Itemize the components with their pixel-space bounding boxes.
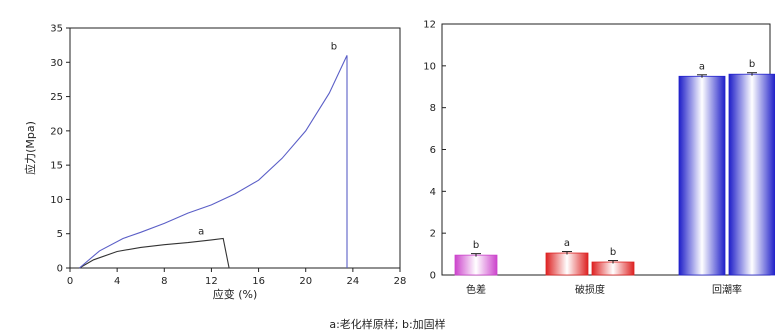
bar-y-tick-label: 12 (423, 20, 436, 31)
y-axis-label: 应力(Mpa) (23, 121, 37, 175)
category-label: 破损度 (575, 283, 605, 296)
bar-y-tick-label: 0 (430, 271, 436, 282)
x-tick-label: 0 (67, 276, 73, 287)
bar-label: b (610, 247, 616, 258)
x-tick-label: 12 (205, 276, 218, 287)
x-tick-label: 4 (114, 276, 120, 287)
x-tick-label: 20 (299, 276, 312, 287)
bar-label: a (699, 61, 705, 72)
x-axis-label: 应变 (%) (213, 287, 258, 301)
bar-y-tick-label: 10 (423, 61, 436, 72)
bar-chart: 0 2 4 6 8 10 12 b a b a b 色差 破损度 回潮率 (423, 20, 775, 296)
bar-y-tick-label: 2 (430, 229, 436, 240)
bar-label: b (473, 240, 479, 251)
x-tick-label: 28 (394, 276, 407, 287)
x-tick-label: 8 (161, 276, 167, 287)
y-tick-label: 5 (57, 229, 63, 240)
bar-label: a (564, 238, 570, 249)
bar (454, 254, 498, 276)
line-chart: 0 4 8 12 16 20 24 28 0 5 10 15 20 25 30 35 应变 (%) 应力(Mp… (23, 24, 406, 302)
y-tick-label: 25 (50, 92, 63, 103)
category-label: 回潮率 (712, 283, 742, 296)
y-tick-label: 30 (50, 58, 63, 69)
y-tick-label: 35 (50, 24, 63, 35)
x-tick-label: 16 (252, 276, 265, 287)
bar (678, 75, 726, 276)
series-label-b: b (331, 41, 337, 52)
bar-y-tick-label: 8 (430, 103, 436, 114)
bar-y-tick-label: 6 (430, 145, 436, 156)
bar (591, 261, 635, 276)
line-chart-frame (69, 27, 401, 269)
y-tick-label: 10 (50, 195, 63, 206)
figure-caption: a:老化样原样; b:加固样 (329, 318, 446, 331)
y-tick-label: 15 (50, 161, 63, 172)
series-line-b (79, 55, 348, 269)
y-tick-label: 0 (57, 264, 63, 275)
series-line-a (79, 237, 230, 269)
bar (728, 73, 775, 276)
x-tick-label: 24 (346, 276, 359, 287)
category-label: 色差 (466, 283, 486, 296)
bar (545, 252, 589, 276)
bar-y-tick-label: 4 (430, 187, 436, 198)
series-label-a: a (198, 227, 204, 238)
bar-label: b (749, 59, 755, 70)
y-tick-label: 20 (50, 126, 63, 137)
